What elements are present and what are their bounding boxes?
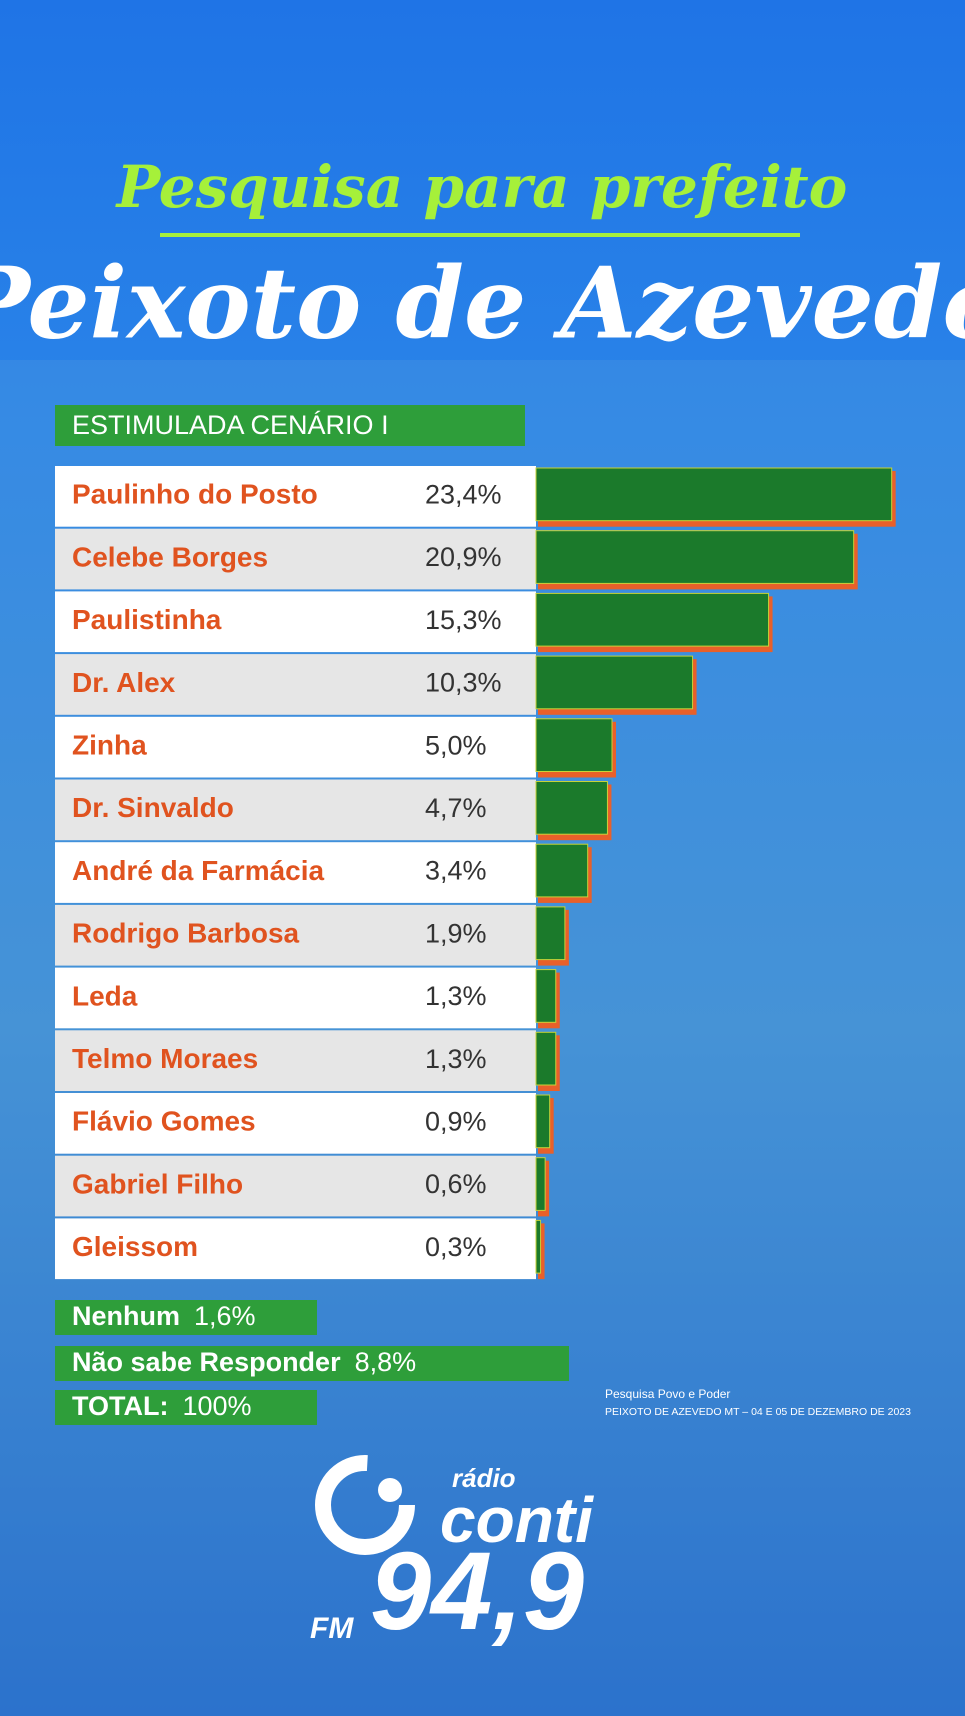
value-label: 23,4% bbox=[425, 479, 502, 509]
summary-label: Nenhum bbox=[72, 1301, 180, 1331]
value-label: 1,3% bbox=[425, 1044, 487, 1074]
category-label: Dr. Sinvaldo bbox=[72, 792, 234, 823]
category-label: Dr. Alex bbox=[72, 667, 176, 698]
row-background bbox=[55, 1155, 536, 1217]
source: Pesquisa Povo e Poder bbox=[605, 1387, 730, 1401]
summary-label: TOTAL: bbox=[72, 1391, 168, 1421]
logo-icon bbox=[378, 1478, 402, 1502]
category-label: Paulistinha bbox=[72, 604, 222, 635]
category-label: Gleissom bbox=[72, 1231, 198, 1262]
logo-frequency: 94,9 bbox=[370, 1530, 584, 1653]
row-background bbox=[55, 904, 536, 966]
value-label: 15,3% bbox=[425, 605, 502, 635]
logo-band: FM bbox=[310, 1612, 354, 1645]
summary-label: Não sabe Responder bbox=[72, 1347, 341, 1377]
value-label: 20,9% bbox=[425, 542, 502, 572]
row-background bbox=[55, 1093, 536, 1154]
row-background bbox=[55, 779, 536, 841]
summary: Nenhum 1,6% Não sabe Responder 8,8% TOTAL: 10… bbox=[55, 1300, 569, 1425]
bar bbox=[535, 781, 608, 835]
row-background bbox=[55, 466, 536, 527]
value-label: 3,4% bbox=[425, 856, 487, 886]
row-background bbox=[55, 591, 536, 653]
value-label: 10,3% bbox=[425, 668, 502, 698]
bar bbox=[535, 969, 557, 1023]
bar bbox=[535, 1031, 557, 1086]
bar bbox=[535, 843, 589, 898]
summary-box bbox=[55, 1390, 317, 1425]
value-label: 0,6% bbox=[425, 1169, 487, 1199]
row-background bbox=[55, 1218, 536, 1280]
bar bbox=[535, 467, 893, 522]
category-label: Telmo Moraes bbox=[72, 1043, 258, 1074]
summary-value: 100% bbox=[182, 1391, 251, 1421]
bar bbox=[535, 1157, 546, 1211]
category-label: Gabriel Filho bbox=[72, 1168, 243, 1199]
row-background bbox=[55, 967, 536, 1029]
value-label: 1,3% bbox=[425, 981, 487, 1011]
summary-label: TOTAL: 100% bbox=[72, 1391, 252, 1421]
category-label: Zinha bbox=[72, 730, 147, 761]
value-label: 0,9% bbox=[425, 1106, 487, 1136]
bar bbox=[535, 1094, 551, 1149]
row-background bbox=[55, 842, 536, 903]
category-label: Flávio Gomes bbox=[72, 1106, 256, 1137]
category-label: Paulinho do Posto bbox=[72, 479, 318, 510]
summary-label: Não sabe Responder 8,8% bbox=[72, 1347, 416, 1377]
chart-title-box bbox=[55, 405, 525, 446]
bar bbox=[535, 1219, 542, 1274]
value-label: 5,0% bbox=[425, 730, 487, 760]
title-underline bbox=[160, 233, 800, 237]
category-label: André da Farmácia bbox=[72, 855, 325, 886]
row-background bbox=[55, 654, 536, 715]
row-background bbox=[55, 528, 536, 590]
bar bbox=[535, 906, 566, 961]
bar bbox=[535, 530, 855, 584]
table: Paulinho do Posto 23,4% Celebe Borges 20,9%… bbox=[55, 466, 896, 1280]
bar bbox=[535, 718, 613, 772]
logo-brand: rádio bbox=[452, 1463, 516, 1493]
value-label: 4,7% bbox=[425, 793, 487, 823]
summary-value: 1,6% bbox=[194, 1301, 256, 1331]
value-label: 1,9% bbox=[425, 918, 487, 948]
summary-box bbox=[55, 1300, 317, 1335]
bar bbox=[535, 592, 770, 647]
subtitle: Peixoto de Azevedo bbox=[0, 246, 965, 361]
source: PEIXOTO DE AZEVEDO MT – 04 E 05 DE DEZEM… bbox=[605, 1406, 911, 1418]
logo-name: conti bbox=[440, 1484, 594, 1556]
summary-box bbox=[55, 1346, 569, 1381]
bar-shadow bbox=[538, 1223, 545, 1280]
value-label: 0,3% bbox=[425, 1232, 487, 1262]
title: Pesquisa para prefeito bbox=[115, 153, 848, 221]
row-background bbox=[55, 1030, 536, 1091]
category-label: Leda bbox=[72, 980, 138, 1011]
category-label: Rodrigo Barbosa bbox=[72, 918, 300, 949]
bar bbox=[535, 655, 694, 710]
summary-value: 8,8% bbox=[355, 1347, 417, 1377]
summary-label: Nenhum 1,6% bbox=[72, 1301, 256, 1331]
row-background bbox=[55, 716, 536, 778]
category-label: Celebe Borges bbox=[72, 541, 268, 572]
logo-icon bbox=[315, 1455, 415, 1555]
chart-title: ESTIMULADA CENÁRIO I bbox=[72, 410, 389, 440]
